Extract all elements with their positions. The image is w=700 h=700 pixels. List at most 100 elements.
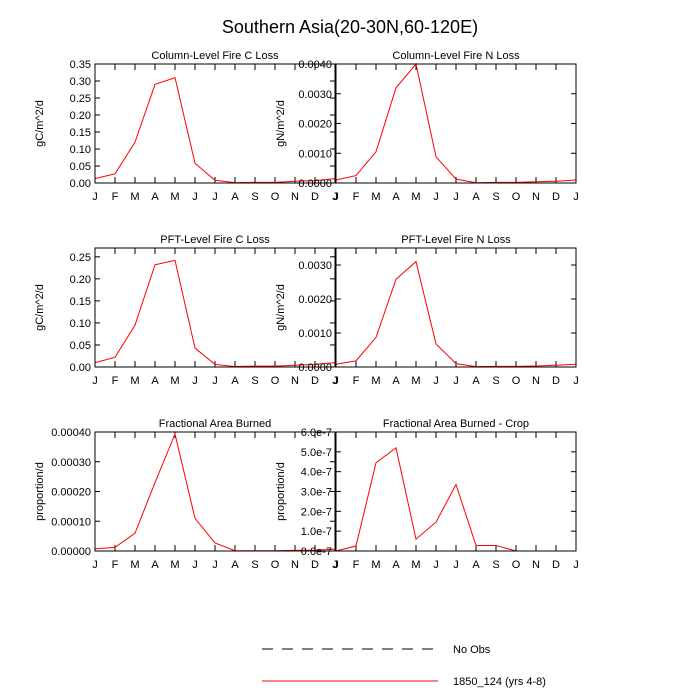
- x-tick-label: A: [392, 375, 400, 387]
- y-axis-label: gN/m^2/d: [275, 100, 287, 147]
- x-tick-label: M: [130, 191, 139, 203]
- x-tick-label: A: [392, 191, 400, 203]
- x-tick-label: D: [311, 375, 319, 387]
- y-axis-label: proportion/d: [34, 462, 46, 521]
- y-tick-label: 1.0e-7: [301, 526, 332, 538]
- x-tick-label: J: [212, 375, 218, 387]
- x-tick-label: S: [492, 375, 499, 387]
- chart-column-level-fire-c-loss: Column-Level Fire C Loss gC/m^2/d 0.00 0.05…: [34, 50, 338, 203]
- y-tick-label: 0.0020: [298, 119, 332, 131]
- plot-frame: [94, 431, 336, 552]
- x-tick-label: O: [271, 191, 280, 203]
- plot-frame: [94, 247, 336, 368]
- x-tick-label: J: [433, 559, 439, 571]
- y-tick-label: 6.0e-7: [301, 427, 332, 439]
- x-tick-label: A: [151, 559, 159, 571]
- x-tick-label: M: [170, 191, 179, 203]
- x-tick-label: J: [433, 191, 439, 203]
- x-tick-label: J: [332, 191, 338, 203]
- x-tick-label: J: [453, 559, 459, 571]
- x-tick-label: J: [212, 559, 218, 571]
- x-tick-label: J: [192, 559, 198, 571]
- x-tick-label: D: [552, 191, 560, 203]
- y-tick-label: 0.15: [70, 296, 91, 308]
- y-tick-label: 0.20: [70, 274, 91, 286]
- x-tick-label: J: [332, 375, 338, 387]
- x-tick-label: J: [92, 559, 98, 571]
- chart-title: Column-Level Fire C Loss: [151, 50, 279, 62]
- legend-no-obs-label: No Obs: [453, 644, 491, 656]
- x-tick-label: O: [512, 375, 521, 387]
- x-tick-label: O: [271, 559, 280, 571]
- y-axis-label: proportion/d: [275, 462, 287, 521]
- x-tick-label: J: [453, 375, 459, 387]
- x-tick-label: J: [573, 559, 579, 571]
- y-tick-label: 0.00010: [51, 516, 91, 528]
- x-tick-label: D: [552, 559, 560, 571]
- y-tick-label: 0.0e-7: [301, 546, 332, 558]
- x-tick-label: A: [392, 559, 400, 571]
- x-tick-label: O: [512, 191, 521, 203]
- y-tick-label: 0.25: [70, 252, 91, 264]
- chart-title: PFT-Level Fire N Loss: [401, 234, 511, 246]
- y-tick-label: 0.10: [70, 144, 91, 156]
- x-tick-label: M: [411, 375, 420, 387]
- legend-model-label: 1850_124 (yrs 4-8): [453, 676, 546, 688]
- y-tick-label: 0.05: [70, 340, 91, 352]
- x-tick-label: D: [552, 375, 560, 387]
- y-axis-label: gC/m^2/d: [34, 100, 46, 147]
- x-tick-label: A: [231, 191, 239, 203]
- x-tick-label: D: [311, 191, 319, 203]
- x-tick-label: F: [353, 375, 360, 387]
- chart-title: Column-Level Fire N Loss: [392, 50, 520, 62]
- y-tick-label: 0.0000: [298, 178, 332, 190]
- series-line-1850-124-yrs-4-8: [94, 76, 336, 184]
- x-tick-label: M: [371, 559, 380, 571]
- x-tick-label: M: [411, 559, 420, 571]
- x-tick-label: N: [532, 191, 540, 203]
- series-line-1850-124-yrs-4-8: [94, 259, 336, 368]
- legend: No Obs 1850_124 (yrs 4-8): [262, 644, 546, 688]
- y-tick-label: 3.0e-7: [301, 487, 332, 499]
- x-tick-label: S: [492, 559, 499, 571]
- x-tick-label: N: [291, 191, 299, 203]
- panels-container: Column-Level Fire C Loss gC/m^2/d 0.00 0.05…: [34, 50, 579, 571]
- x-tick-label: J: [212, 191, 218, 203]
- y-tick-label: 0.35: [70, 59, 91, 71]
- x-tick-label: J: [573, 191, 579, 203]
- x-tick-label: J: [332, 559, 338, 571]
- x-tick-label: J: [92, 191, 98, 203]
- x-tick-label: M: [130, 559, 139, 571]
- series-line-1850-124-yrs-4-8: [335, 260, 577, 368]
- x-tick-label: J: [433, 375, 439, 387]
- chart-pft-level-fire-n-loss: PFT-Level Fire N Loss gN/m^2/d 0.0000 0.001…: [275, 234, 579, 387]
- y-tick-label: 0.0010: [298, 148, 332, 160]
- x-tick-label: N: [291, 375, 299, 387]
- chart-title: Fractional Area Burned: [159, 418, 272, 430]
- y-axis-label: gC/m^2/d: [34, 284, 46, 331]
- x-tick-label: F: [112, 375, 119, 387]
- x-tick-label: F: [353, 191, 360, 203]
- x-tick-label: J: [333, 559, 339, 571]
- x-tick-label: O: [512, 559, 521, 571]
- x-tick-label: D: [311, 559, 319, 571]
- x-tick-label: J: [453, 191, 459, 203]
- y-axis-label: gN/m^2/d: [275, 284, 287, 331]
- y-tick-label: 0.0030: [298, 89, 332, 101]
- y-tick-label: 0.0040: [298, 59, 332, 71]
- x-tick-label: J: [192, 191, 198, 203]
- y-tick-label: 0.00030: [51, 457, 91, 469]
- y-tick-label: 5.0e-7: [301, 447, 332, 459]
- y-tick-label: 2.0e-7: [301, 506, 332, 518]
- y-tick-label: 0.20: [70, 110, 91, 122]
- y-tick-label: 0.0000: [298, 362, 332, 374]
- chart-title: Fractional Area Burned - Crop: [383, 418, 529, 430]
- chart-column-level-fire-n-loss: Column-Level Fire N Loss gN/m^2/d 0.0000 0.…: [275, 50, 579, 203]
- x-tick-label: A: [472, 559, 480, 571]
- series-line-1850-124-yrs-4-8: [94, 432, 336, 552]
- x-tick-label: F: [112, 559, 119, 571]
- x-tick-label: M: [411, 191, 420, 203]
- x-tick-label: S: [251, 191, 258, 203]
- figure-title: Southern Asia(20-30N,60-120E): [222, 17, 478, 37]
